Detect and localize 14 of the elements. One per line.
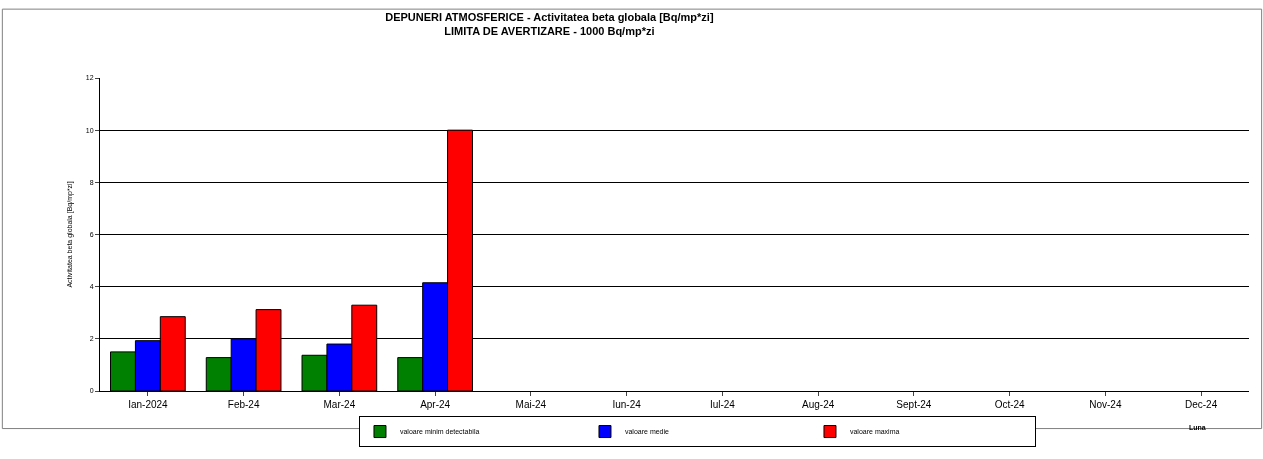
x-tick-label: Mar-24 <box>323 399 356 410</box>
x-tick-label: Mai-24 <box>515 399 547 410</box>
x-tick-label: Nov-24 <box>1089 399 1122 410</box>
x-tick-label: Oct-24 <box>994 399 1026 410</box>
x-tick-label: Sept-24 <box>896 399 932 410</box>
x-tick-label: Ian-2024 <box>128 399 169 410</box>
x-tick-label: Feb-24 <box>227 399 260 410</box>
x-tick-label: Iul-24 <box>709 399 736 410</box>
chart-subtitle: LIMITA DE AVERTIZARE - 1000 Bq/mp*zi <box>444 24 655 37</box>
x-tick-label: Iun-24 <box>612 399 642 410</box>
x-tick-label: Apr-24 <box>420 399 451 410</box>
x-tick-label: Aug-24 <box>802 399 835 410</box>
x-tick-label: Dec-24 <box>1185 399 1218 410</box>
chart-title: DEPUNERI ATMOSFERICE - Activitatea beta globala [Bq/mp*zi] <box>385 10 714 23</box>
